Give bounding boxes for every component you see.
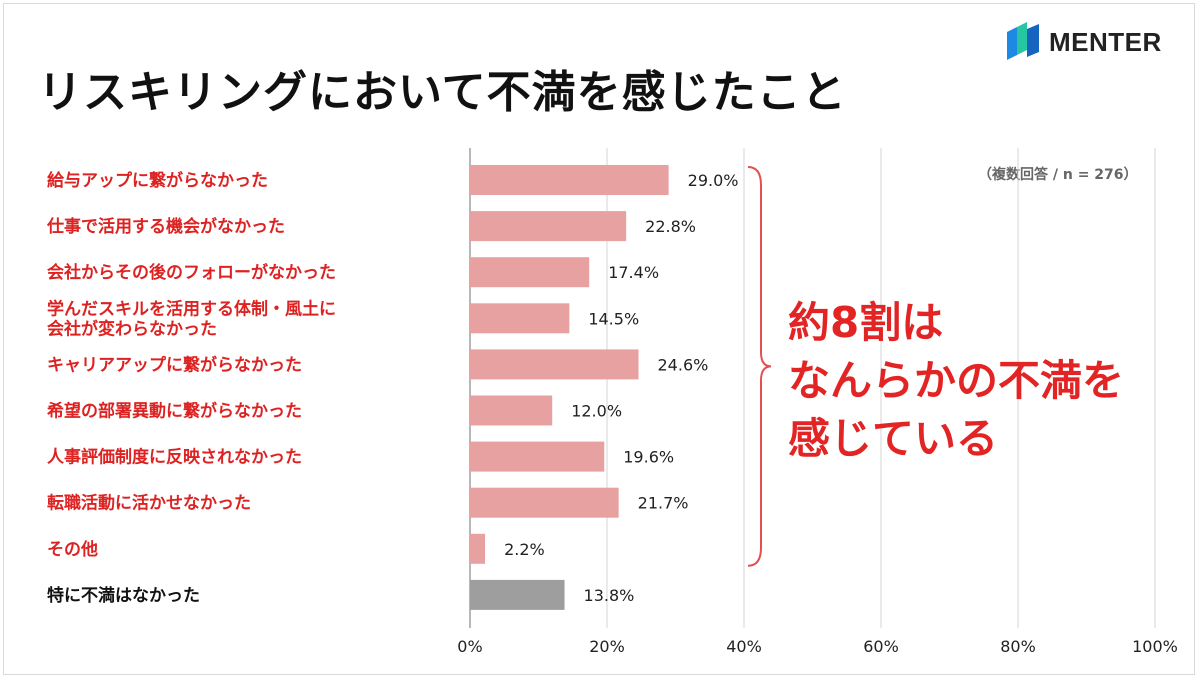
data-label: 12.0% <box>571 402 622 421</box>
callout-line: 感じている <box>788 414 999 463</box>
callout-text: 約8割は なんらかの不満を 感じている <box>788 294 1124 468</box>
x-tick-label: 60% <box>863 637 899 656</box>
data-label: 24.6% <box>658 355 709 374</box>
logo-text: MENTER <box>1049 26 1162 57</box>
data-label: 22.8% <box>645 217 696 236</box>
category-label: 仕事で活用する機会がなかった <box>46 216 285 237</box>
x-tick-label: 20% <box>589 637 625 656</box>
bar <box>470 349 639 380</box>
data-label: 17.4% <box>608 263 659 282</box>
bar <box>470 165 669 195</box>
category-label: 会社が変わらなかった <box>47 318 217 339</box>
category-label: 特に不満はなかった <box>47 585 200 606</box>
bar <box>470 303 570 334</box>
bar <box>470 441 605 472</box>
bar <box>470 211 627 242</box>
menter-logo: MENTER <box>1005 22 1162 62</box>
page-title: リスキリングにおいて不満を感じたこと <box>38 67 847 118</box>
data-label: 21.7% <box>638 494 689 513</box>
bracket <box>747 166 772 567</box>
category-label: その他 <box>47 539 98 560</box>
category-label: 希望の部署異動に繋がらなかった <box>47 401 302 422</box>
x-tick-label: 100% <box>1132 637 1178 656</box>
data-label: 19.6% <box>623 448 674 467</box>
x-tick-label: 40% <box>726 637 762 656</box>
x-tick-label: 0% <box>457 637 482 656</box>
data-label: 13.8% <box>584 586 635 605</box>
callout-line: なんらかの不満を <box>788 356 1125 405</box>
category-label: キャリアアップに繋がらなかった <box>47 354 302 375</box>
slide-frame <box>3 3 1195 675</box>
category-label: 人事評価制度に反映されなかった <box>47 447 302 468</box>
data-label: 29.0% <box>688 171 739 190</box>
bar <box>470 257 590 288</box>
category-label: 学んだスキルを活用する体制・風土に <box>47 298 336 319</box>
category-label: 給与アップに繋がらなかった <box>47 170 268 191</box>
x-tick-label: 80% <box>1000 637 1036 656</box>
bar <box>470 487 619 518</box>
menter-logo-icon <box>1007 22 1039 60</box>
callout-line: 約8割は <box>788 298 944 347</box>
data-label: 2.2% <box>504 540 545 559</box>
bar <box>470 395 553 426</box>
data-label: 14.5% <box>588 309 639 328</box>
category-label: 転職活動に活かせなかった <box>47 493 251 514</box>
bar <box>470 579 565 610</box>
bar <box>470 533 486 564</box>
category-label: 会社からその後のフォローがなかった <box>47 262 336 283</box>
